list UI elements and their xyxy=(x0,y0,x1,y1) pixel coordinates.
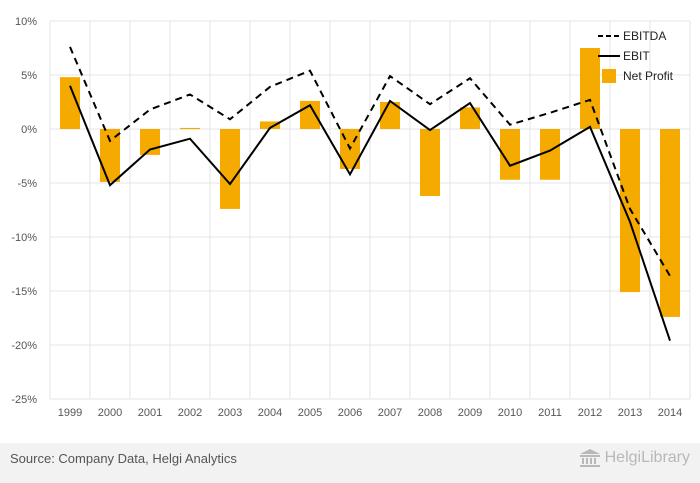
x-tick-label: 2009 xyxy=(458,407,482,419)
x-tick-label: 2001 xyxy=(138,407,162,419)
x-tick-label: 2006 xyxy=(338,407,362,419)
brand-logo[interactable]: HelgiLibrary xyxy=(579,449,690,467)
bar-net-profit xyxy=(580,48,600,129)
y-tick-label: -25% xyxy=(11,394,37,406)
bar-net-profit xyxy=(540,129,560,180)
bar-net-profit xyxy=(420,129,440,196)
y-tick-label: 0% xyxy=(21,124,37,136)
x-tick-label: 2011 xyxy=(538,407,562,419)
legend: EBITDA EBIT Net Profit xyxy=(598,29,674,83)
legend-label: EBIT xyxy=(623,49,650,63)
bar-net-profit xyxy=(100,129,120,182)
axis-layer: 10% 5% 0% -5% -10% -15% -20% -25% 1999 2000 2001 20… xyxy=(11,16,682,419)
line-layer xyxy=(69,46,671,341)
source-note: Source: Company Data, Helgi Analytics xyxy=(10,451,237,466)
legend-label: EBITDA xyxy=(623,29,666,43)
bar-net-profit xyxy=(220,129,240,209)
x-tick-label: 1999 xyxy=(58,407,82,419)
line-ebitda xyxy=(69,46,671,277)
chart-svg: 10% 5% 0% -5% -10% -15% -20% -25% 1999 2000 2001 20… xyxy=(11,16,691,419)
x-tick-label: 2014 xyxy=(658,407,682,419)
bar-net-profit xyxy=(180,127,200,130)
y-tick-label: -5% xyxy=(17,178,37,190)
x-tick-label: 2007 xyxy=(378,407,402,419)
x-tick-label: 2003 xyxy=(218,407,242,419)
grid-layer xyxy=(49,20,691,400)
line-ebit xyxy=(69,85,671,341)
y-tick-label: -20% xyxy=(11,340,37,352)
x-tick-label: 2010 xyxy=(498,407,522,419)
bar-net-profit xyxy=(660,129,680,317)
x-tick-label: 2012 xyxy=(578,407,602,419)
y-tick-label: 10% xyxy=(15,16,37,28)
legend-swatch-net-profit xyxy=(602,69,616,83)
bar-net-profit xyxy=(460,107,480,129)
x-tick-label: 2008 xyxy=(418,407,442,419)
x-tick-label: 2000 xyxy=(98,407,122,419)
x-tick-label: 2005 xyxy=(298,407,322,419)
x-tick-label: 2004 xyxy=(258,407,282,419)
bar-net-profit xyxy=(500,129,520,180)
bar-net-profit xyxy=(60,77,80,129)
y-tick-label: -10% xyxy=(11,232,37,244)
y-tick-label: -15% xyxy=(11,286,37,298)
x-tick-label: 2013 xyxy=(618,407,642,419)
x-tick-label: 2002 xyxy=(178,407,202,419)
building-icon xyxy=(579,449,601,467)
bar-net-profit xyxy=(140,129,160,155)
legend-label: Net Profit xyxy=(623,69,674,83)
bar-net-profit xyxy=(260,121,280,129)
y-tick-label: 5% xyxy=(21,70,37,82)
brand-name: HelgiLibrary xyxy=(604,449,690,466)
